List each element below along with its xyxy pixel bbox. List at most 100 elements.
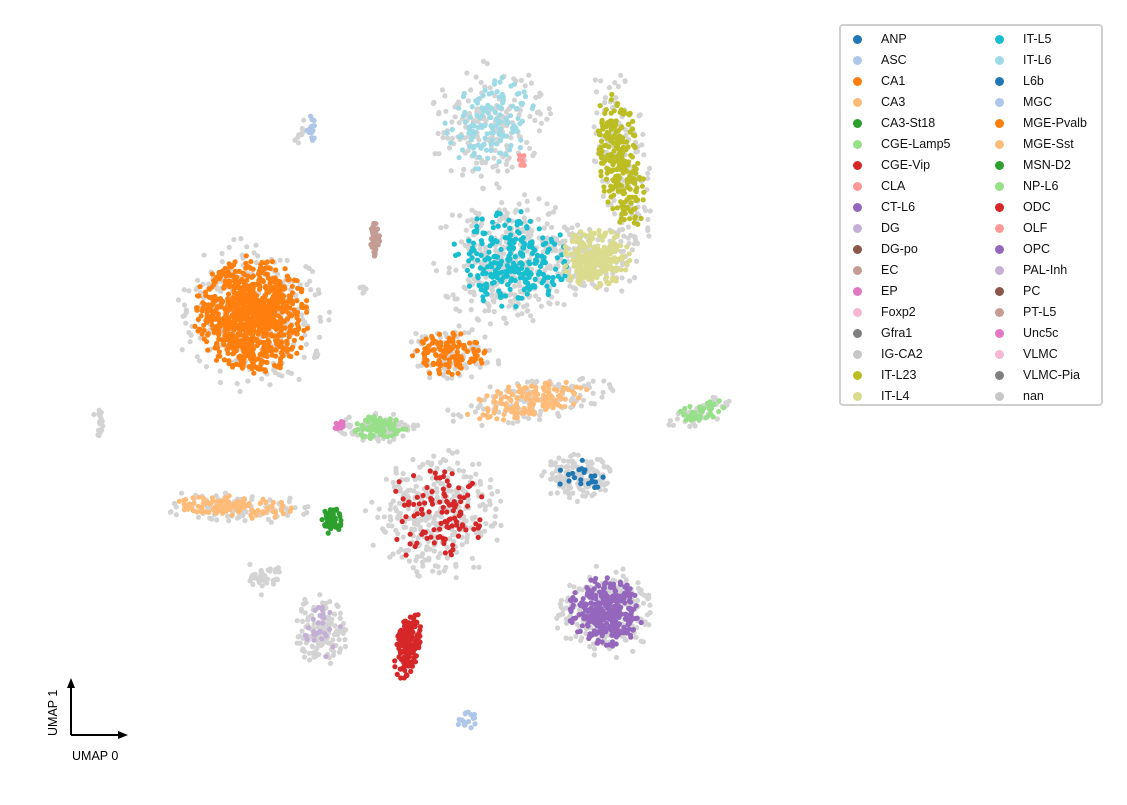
data-point	[514, 415, 520, 421]
background-point	[536, 196, 542, 202]
data-point	[471, 349, 477, 355]
data-point	[492, 267, 498, 273]
data-point	[234, 274, 240, 280]
data-point	[215, 353, 221, 359]
data-point	[400, 496, 406, 502]
background-point	[639, 142, 645, 148]
data-point	[203, 317, 209, 323]
background-point	[466, 330, 472, 336]
background-point	[527, 113, 533, 120]
background-point	[447, 536, 453, 542]
background-point	[687, 423, 693, 429]
data-point	[243, 282, 249, 288]
data-point	[498, 396, 504, 402]
data-point	[205, 347, 211, 353]
data-point	[387, 416, 393, 422]
data-point	[512, 277, 518, 284]
data-point	[227, 272, 234, 278]
data-point	[465, 411, 471, 417]
data-point	[577, 271, 583, 277]
background-point	[532, 380, 538, 386]
data-point	[377, 427, 383, 433]
data-point	[232, 295, 238, 301]
data-point	[583, 261, 590, 268]
background-point	[96, 411, 102, 417]
background-point	[178, 490, 185, 496]
background-point	[600, 193, 606, 199]
background-point	[411, 521, 418, 527]
data-point	[266, 314, 272, 320]
data-point	[488, 264, 495, 270]
background-point	[478, 173, 484, 179]
background-point	[406, 558, 412, 564]
background-point	[548, 462, 554, 468]
data-point	[277, 344, 283, 350]
background-point	[445, 407, 451, 413]
data-point	[259, 270, 265, 276]
data-point	[254, 338, 260, 344]
data-point	[436, 371, 443, 377]
background-point	[330, 652, 337, 658]
background-point	[376, 506, 382, 512]
data-point	[499, 75, 505, 81]
data-point	[200, 300, 206, 306]
data-point	[263, 265, 269, 271]
background-point	[620, 573, 626, 579]
background-point	[197, 335, 203, 341]
data-point	[601, 143, 607, 149]
data-point	[506, 253, 512, 259]
data-point	[467, 272, 473, 278]
data-point	[486, 256, 492, 262]
data-point	[475, 257, 481, 263]
background-point	[666, 422, 672, 428]
background-point	[337, 610, 344, 616]
data-point	[597, 280, 603, 286]
data-point	[632, 133, 638, 139]
data-point	[249, 320, 255, 326]
data-point	[223, 501, 229, 507]
data-point	[271, 306, 277, 312]
background-point	[264, 576, 270, 582]
data-point	[604, 120, 610, 126]
background-point	[636, 113, 642, 119]
data-point	[557, 232, 563, 238]
background-point	[533, 293, 539, 299]
background-point	[439, 481, 445, 487]
data-point	[304, 309, 310, 315]
background-point	[253, 259, 259, 266]
background-point	[647, 602, 653, 608]
data-point	[424, 357, 430, 363]
data-point	[243, 298, 250, 304]
data-point	[526, 274, 532, 280]
data-point	[471, 229, 477, 235]
data-point	[478, 283, 484, 289]
background-point	[446, 270, 452, 276]
background-point	[516, 201, 522, 207]
background-point	[362, 508, 369, 514]
background-point	[519, 311, 525, 317]
background-point	[536, 216, 542, 222]
data-point	[225, 296, 231, 302]
data-point	[453, 502, 459, 508]
background-point	[430, 568, 436, 574]
data-point	[597, 132, 603, 138]
background-point	[612, 80, 618, 86]
data-point	[520, 271, 527, 277]
background-point	[506, 303, 512, 309]
data-point	[530, 389, 536, 395]
data-point	[542, 380, 548, 387]
background-point	[445, 135, 451, 141]
background-point	[468, 87, 474, 93]
background-point	[544, 201, 550, 207]
data-point	[191, 500, 197, 506]
data-point	[354, 421, 360, 427]
data-point	[227, 502, 233, 508]
background-point	[635, 580, 641, 586]
background-point	[427, 375, 433, 381]
data-point	[265, 326, 272, 332]
data-point	[482, 122, 488, 129]
background-point	[455, 460, 461, 466]
background-point	[446, 145, 453, 151]
data-point	[638, 215, 644, 221]
background-point	[337, 615, 343, 621]
